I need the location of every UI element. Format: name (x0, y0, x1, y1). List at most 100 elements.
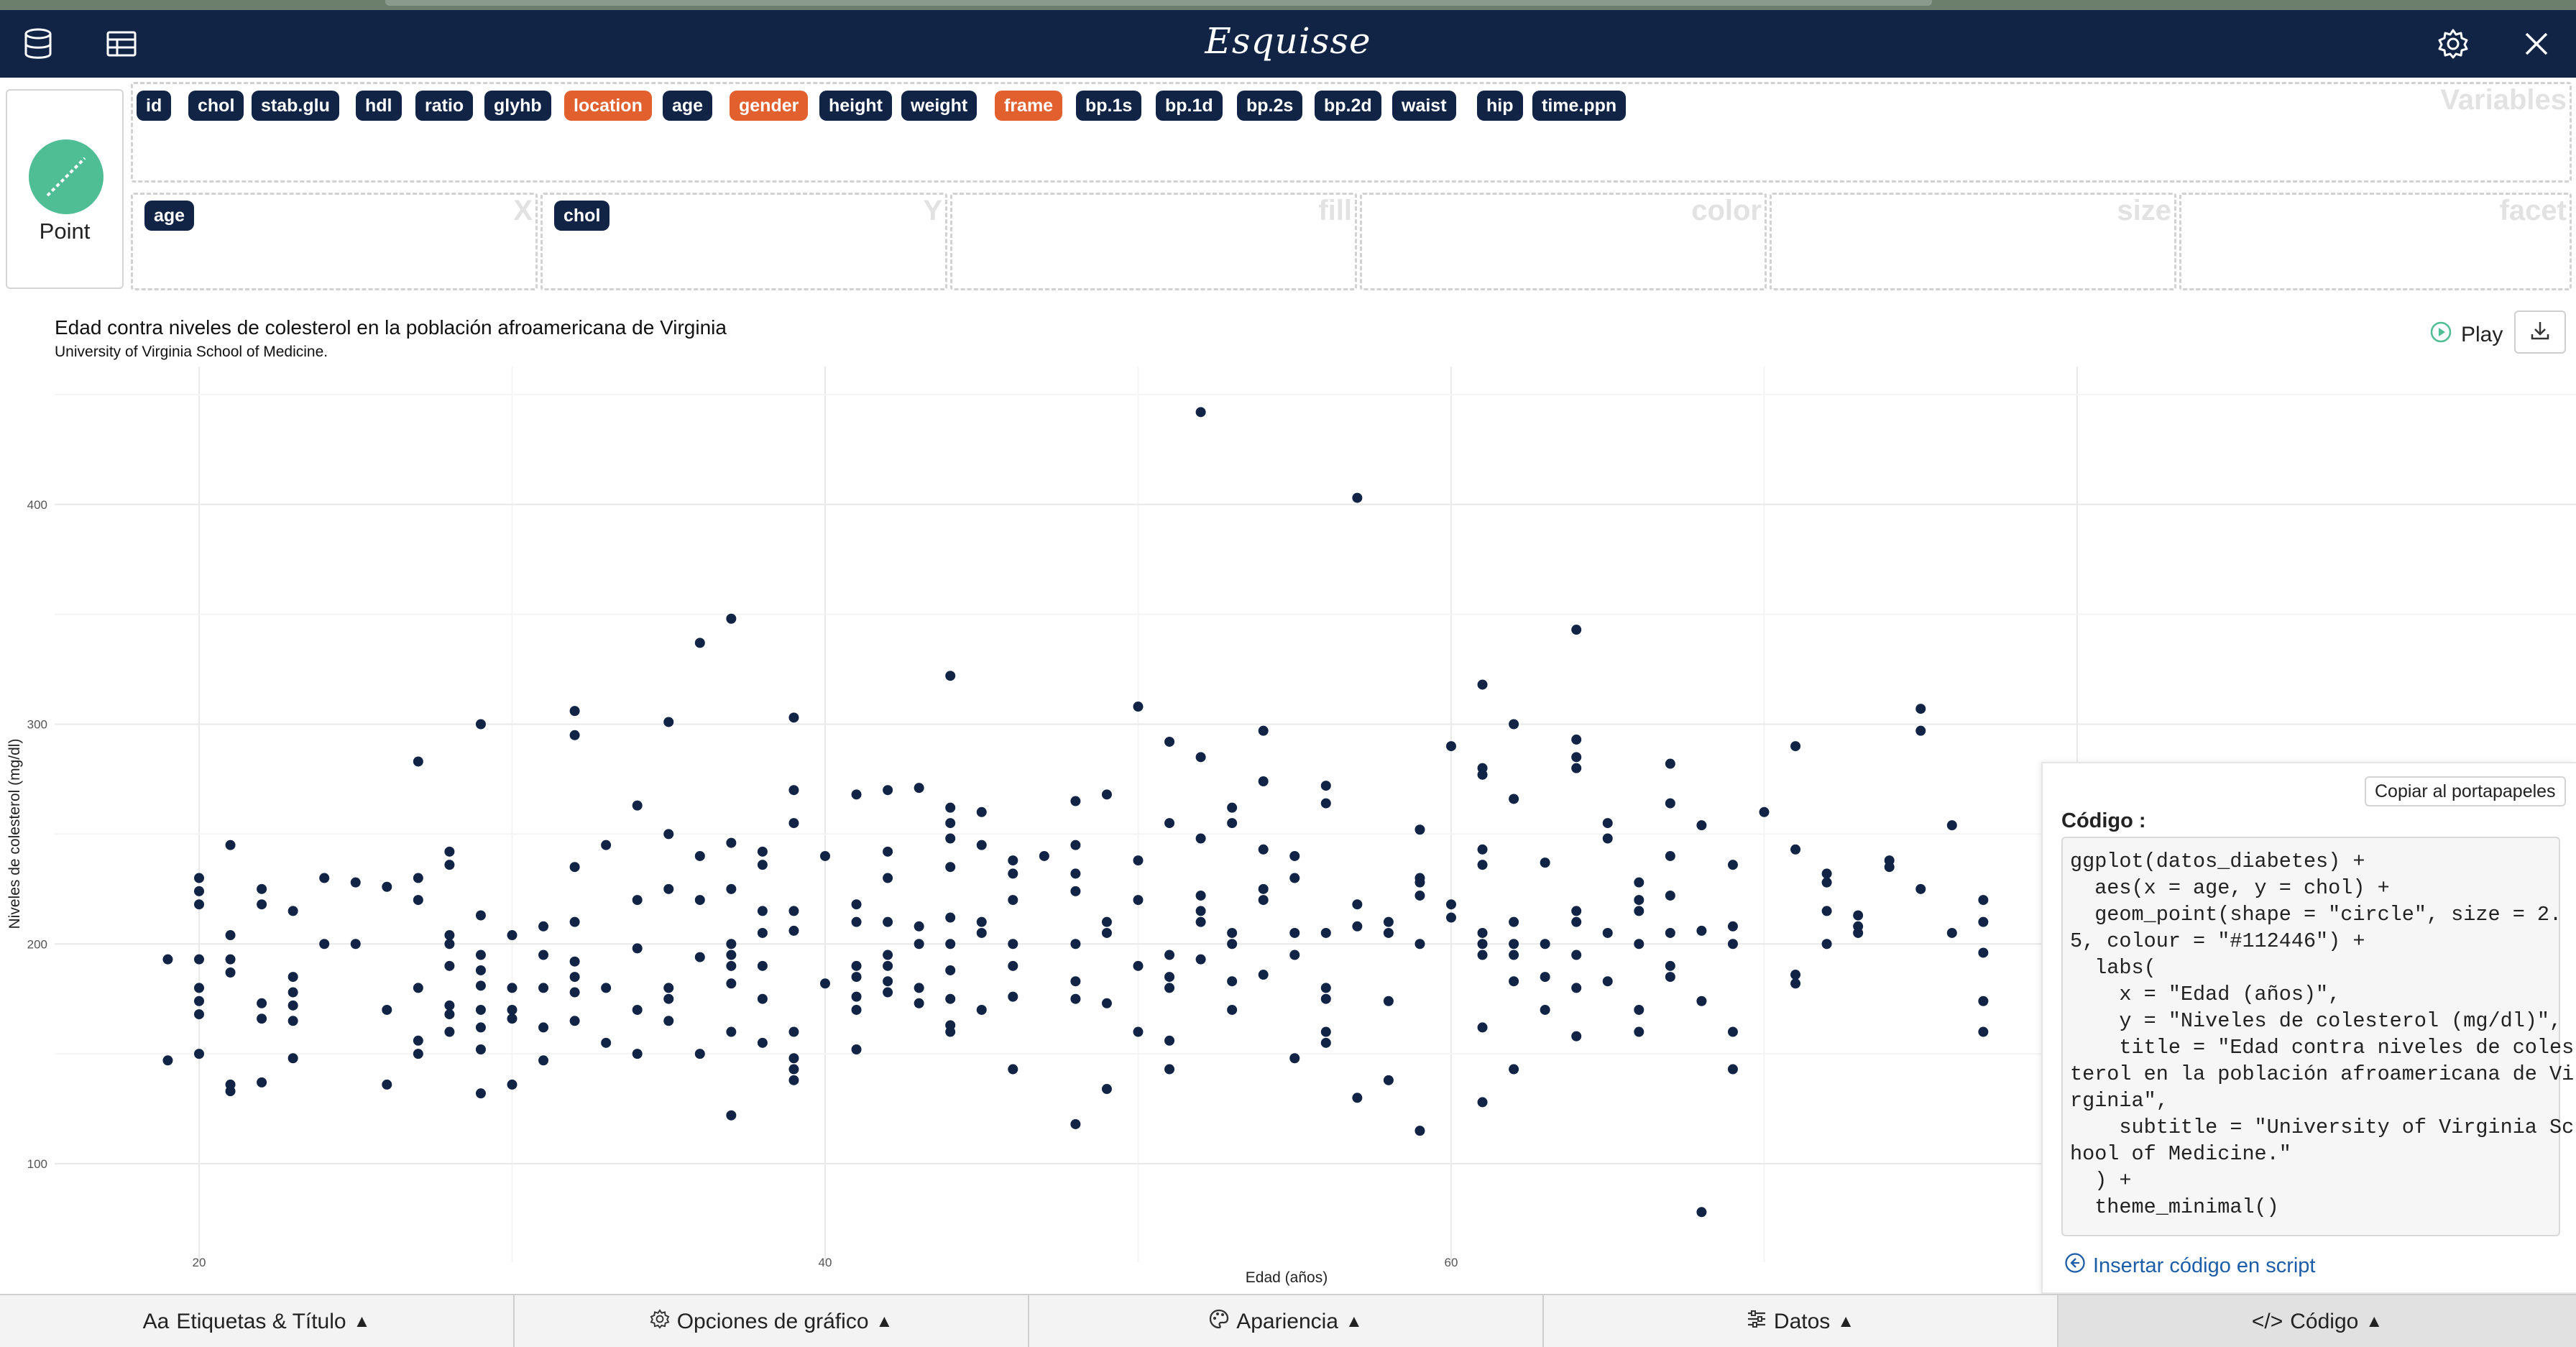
variable-badge-age[interactable]: age (663, 91, 713, 121)
variable-badge-chol[interactable]: chol (188, 91, 244, 121)
y-dropzone[interactable]: Y chol (540, 193, 947, 290)
variable-badge-id[interactable]: id (137, 91, 172, 121)
data-point (757, 906, 768, 916)
data-point (288, 1053, 298, 1064)
data-point (757, 860, 768, 870)
facet-dropzone[interactable]: facet (2179, 193, 2572, 290)
data-point (1133, 895, 1144, 906)
y-mapping-badge[interactable]: chol (554, 201, 610, 231)
gear-icon[interactable] (2432, 23, 2474, 65)
tab-labels-title[interactable]: Aa Etiquetas & Título ▲ (0, 1295, 515, 1347)
caret-up-icon: ▲ (353, 1312, 371, 1331)
color-dropzone[interactable]: color (1360, 193, 1767, 290)
tab-code[interactable]: </> Código ▲ (2058, 1295, 2576, 1347)
close-icon[interactable] (2516, 23, 2557, 65)
x-mapping-badge[interactable]: age (144, 201, 195, 231)
data-point (1352, 899, 1363, 910)
download-button[interactable] (2514, 311, 2566, 354)
data-point (1195, 833, 1206, 844)
data-point (1133, 1026, 1144, 1037)
data-point (444, 930, 455, 941)
data-point (257, 899, 267, 910)
tab-plot-options[interactable]: Opciones de gráfico ▲ (515, 1295, 1029, 1347)
variable-badge-bp-2d[interactable]: bp.2d (1315, 91, 1381, 121)
data-point (663, 717, 674, 727)
database-icon[interactable] (17, 23, 59, 65)
y-tick-label: 100 (27, 1157, 47, 1171)
x-tick-label: 20 (193, 1256, 206, 1269)
fill-dropzone[interactable]: fill (950, 193, 1357, 290)
data-point (475, 1022, 486, 1033)
data-point (1790, 741, 1801, 752)
data-point (914, 983, 924, 993)
variable-badge-weight[interactable]: weight (901, 91, 978, 121)
data-point (194, 954, 204, 965)
data-point (1133, 855, 1144, 866)
data-point (1790, 844, 1801, 855)
variables-dropzone[interactable]: Variables (131, 82, 2572, 183)
data-point (883, 950, 893, 960)
variable-badge-hip[interactable]: hip (1477, 91, 1523, 121)
insert-code-link[interactable]: Insertar código en script (2064, 1252, 2315, 1279)
variable-badge-gender[interactable]: gender (730, 91, 809, 121)
data-point (1509, 976, 1519, 987)
data-point (1008, 991, 1018, 1002)
data-point (1946, 927, 1957, 938)
variable-badge-waist[interactable]: waist (1392, 91, 1456, 121)
variable-badge-height[interactable]: height (819, 91, 892, 121)
tab-appearance[interactable]: Apariencia ▲ (1029, 1295, 1544, 1347)
data-point (569, 916, 580, 927)
data-point (1352, 921, 1363, 932)
data-point (1008, 868, 1018, 879)
data-point (601, 840, 612, 850)
tab-data[interactable]: Datos ▲ (1544, 1295, 2058, 1347)
variable-badge-hdl[interactable]: hdl (356, 91, 402, 121)
variable-badge-location[interactable]: location (564, 91, 652, 121)
window-tab-strip (385, 0, 1932, 6)
play-button[interactable]: Play (2429, 321, 2503, 349)
data-point (1477, 939, 1488, 950)
data-point (1164, 1064, 1175, 1075)
data-point (1320, 983, 1331, 993)
size-dropzone[interactable]: size (1770, 193, 2176, 290)
x-dropzone[interactable]: X age (131, 193, 538, 290)
variable-badge-frame[interactable]: frame (995, 91, 1063, 121)
code-icon: </> (2251, 1310, 2283, 1333)
data-point (1227, 927, 1238, 938)
data-point (569, 730, 580, 740)
data-point (194, 886, 204, 896)
data-point (883, 976, 893, 987)
geom-selector[interactable]: Point (6, 89, 124, 289)
data-point (788, 925, 799, 936)
data-point (726, 883, 737, 894)
variable-badge-glyhb[interactable]: glyhb (484, 91, 551, 121)
tab-appearance-label: Apariencia (1236, 1310, 1338, 1333)
copy-to-clipboard-button[interactable]: Copiar al portapapeles (2365, 776, 2566, 806)
data-point (1634, 895, 1644, 906)
data-point (194, 873, 204, 883)
variable-badge-time-ppn[interactable]: time.ppn (1532, 91, 1627, 121)
data-point (1477, 1022, 1488, 1033)
data-point (1821, 877, 1832, 888)
data-point (257, 998, 267, 1008)
variable-badge-ratio[interactable]: ratio (415, 91, 474, 121)
data-point (788, 785, 799, 796)
variable-badge-stab-glu[interactable]: stab.glu (252, 91, 339, 121)
data-point (1571, 916, 1582, 927)
data-point (1540, 972, 1550, 983)
data-point (413, 895, 423, 906)
data-point (1133, 702, 1144, 712)
table-icon[interactable] (101, 23, 142, 65)
data-point (1227, 818, 1238, 829)
data-point (1821, 939, 1832, 950)
data-point (1320, 1026, 1331, 1037)
data-point (883, 846, 893, 857)
data-point (569, 706, 580, 717)
code-textarea[interactable]: ggplot(datos_diabetes) + aes(x = age, y … (2061, 837, 2574, 1236)
variable-badge-bp-1s[interactable]: bp.1s (1076, 91, 1142, 121)
variable-badge-bp-1d[interactable]: bp.1d (1156, 91, 1223, 121)
variable-badge-bp-2s[interactable]: bp.2s (1237, 91, 1303, 121)
x-tick-label: 60 (1445, 1256, 1458, 1269)
data-point (444, 1000, 455, 1011)
